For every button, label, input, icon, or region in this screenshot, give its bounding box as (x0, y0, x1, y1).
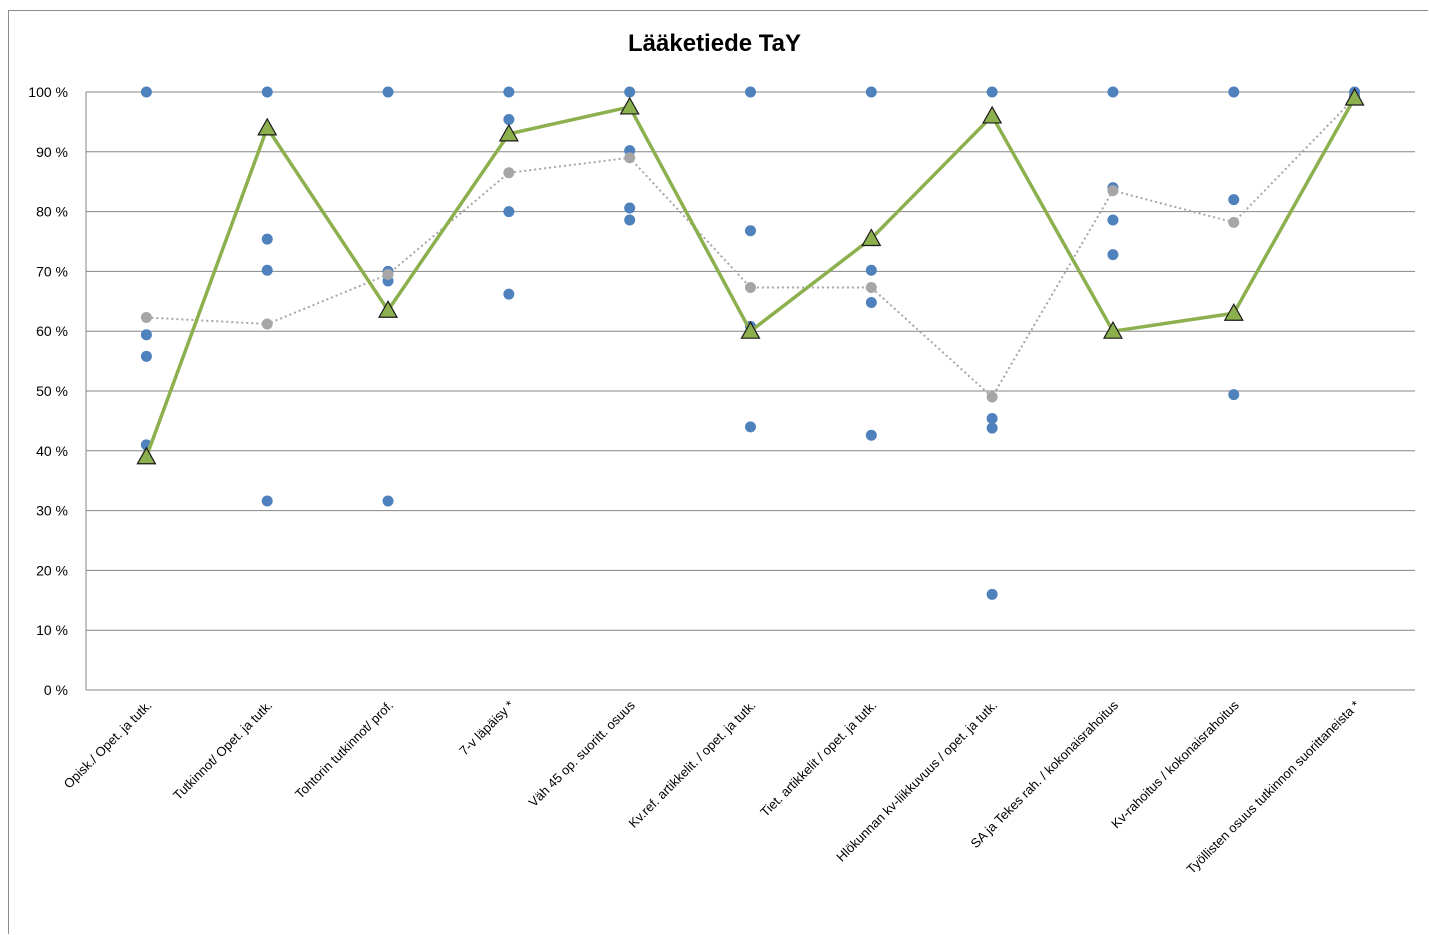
grey-series-point (986, 391, 998, 403)
grey-series-point (1228, 216, 1240, 228)
y-tick-label: 10 % (36, 622, 68, 638)
gridlines (85, 91, 1415, 691)
grey-series-point (382, 268, 394, 280)
x-axis-ticks: Opisk./ Opet. ja tutk. Tutkinnot/ Opet. j… (61, 697, 1363, 877)
scatter-point (140, 329, 152, 341)
scatter-point (986, 588, 998, 600)
grey-series-point (261, 318, 273, 330)
y-tick-label: 20 % (36, 562, 68, 578)
green-series-marker (619, 96, 640, 115)
scatter-point (624, 86, 636, 98)
scatter-point (745, 421, 756, 433)
scatter-point (1107, 214, 1119, 226)
scatter-point (986, 422, 998, 434)
scatter-point (503, 86, 515, 98)
grey-series-point (865, 282, 877, 294)
x-tick-label: 7-v läpäisy * (456, 698, 517, 759)
grey-series-point (1107, 185, 1119, 197)
scatter-point (865, 296, 877, 308)
y-tick-label: 40 % (36, 443, 68, 459)
scatter-point (1107, 86, 1119, 98)
green-series-marker (740, 320, 761, 339)
y-tick-label: 30 % (36, 503, 68, 519)
scatter-point (261, 264, 273, 276)
x-tick-label: Opisk./ Opet. ja tutk. (61, 698, 155, 792)
green-series-marker (982, 105, 1003, 124)
y-tick-label: 50 % (36, 383, 68, 399)
y-tick-label: 100 % (28, 84, 68, 100)
green-series (136, 87, 1365, 465)
scatter-point (745, 225, 756, 237)
scatter-point (865, 86, 877, 98)
x-tick-label: Tohtorin tutkinnot/ prof. (292, 698, 396, 802)
scatter-point (1107, 249, 1119, 261)
y-tick-label: 0 % (44, 682, 68, 698)
scatter-point (261, 86, 273, 98)
chart-frame (8, 10, 1428, 934)
green-series-marker (378, 300, 399, 318)
green-series-marker (1223, 303, 1244, 321)
scatter-point (503, 288, 515, 300)
green-series-marker (1344, 87, 1365, 106)
scatter-point (140, 350, 152, 362)
y-tick-label: 70 % (36, 263, 68, 279)
x-tick-label: Väh 45 op. suoritt. osuus (526, 697, 639, 810)
scatter-point (1228, 194, 1240, 206)
green-series-marker (498, 123, 519, 142)
grey-series (140, 92, 1361, 403)
scatter-point (1228, 389, 1240, 401)
grey-series-line (146, 97, 1356, 399)
green-series-marker (861, 228, 882, 247)
scatter-point (745, 86, 756, 98)
grey-series-point (624, 152, 636, 164)
chart-title: Lääketiede TaY (628, 30, 801, 57)
y-tick-label: 60 % (36, 323, 68, 339)
grey-series-point (140, 311, 152, 323)
scatter-point (382, 495, 394, 507)
grey-series-point (503, 167, 515, 179)
scatter-point (382, 86, 394, 98)
scatter-point (986, 86, 998, 98)
scatter-point (986, 413, 998, 425)
scatter-point (503, 114, 515, 126)
y-tick-label: 90 % (36, 144, 68, 160)
y-tick-label: 80 % (36, 204, 68, 220)
scatter-point (503, 206, 515, 218)
scatter-point (1228, 86, 1240, 98)
scatter-point (624, 202, 636, 214)
x-tick-label: Tiet. artikkelit / opet. ja tutk. (757, 698, 879, 820)
x-tick-label: SA ja Tekes rah. / kokonaisrahoitus (968, 697, 1122, 851)
scatter-series (140, 86, 1361, 600)
scatter-point (865, 264, 877, 276)
scatter-point (261, 495, 273, 507)
green-series-marker (257, 117, 278, 136)
scatter-point (865, 429, 877, 441)
x-tick-label: Tutkinnot/ Opet. ja tutk. (170, 698, 275, 803)
scatter-point (261, 233, 273, 245)
green-series-marker (1102, 320, 1123, 339)
grey-series-point (745, 282, 756, 294)
y-axis-ticks: 0 % 10 % 20 % 30 % 40 % 50 % 60 % 70 % 80 % 90 % 1… (28, 84, 68, 698)
scatter-point (624, 214, 636, 226)
x-tick-label: Kv-rahoitus / kokonaisrahoitus (1108, 697, 1242, 831)
x-tick-label: Kv.ref. artikkelit. / opet. ja tutk. (626, 698, 759, 831)
scatter-point (140, 86, 152, 98)
green-series-marker (136, 446, 157, 465)
